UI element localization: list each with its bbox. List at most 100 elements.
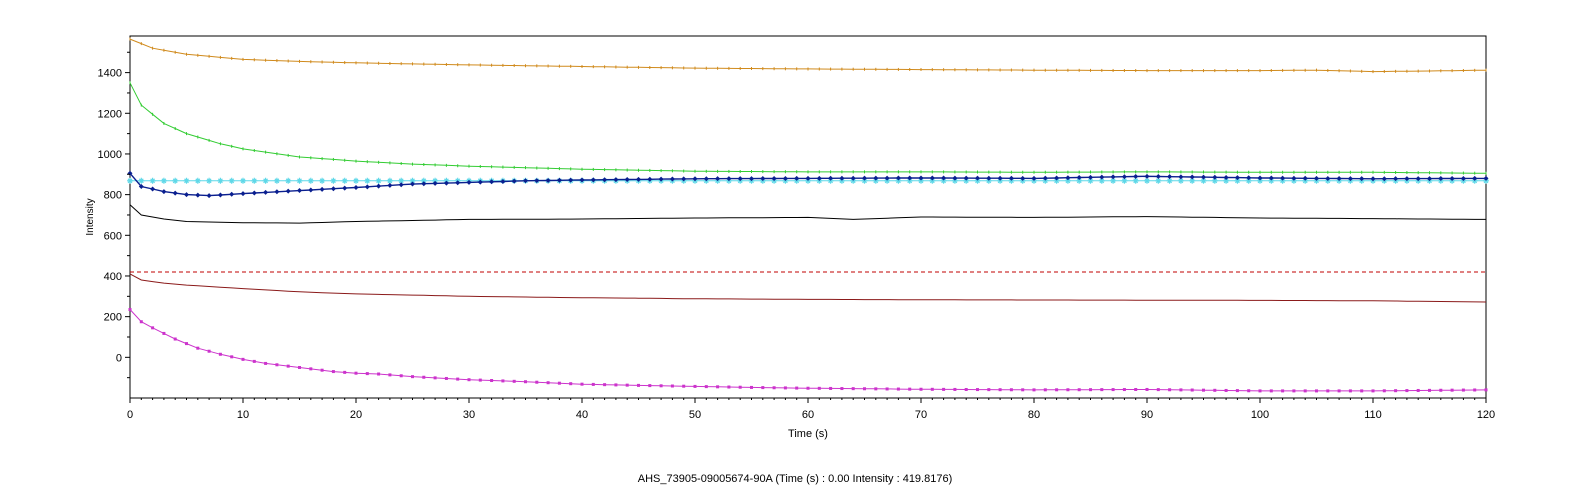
data-point: [760, 176, 766, 182]
x-tick-label: 50: [689, 409, 701, 421]
data-point: [342, 185, 348, 191]
data-point: [330, 186, 336, 192]
data-point: [138, 177, 145, 184]
data-point: [341, 177, 348, 184]
data-point: [1144, 173, 1150, 179]
data-point: [1473, 388, 1477, 392]
data-point: [1279, 177, 1286, 184]
data-point: [885, 387, 889, 391]
data-point: [805, 175, 811, 181]
data-point: [298, 365, 301, 369]
data-point: [1315, 389, 1318, 393]
data-point: [387, 182, 393, 188]
data-point: [1212, 174, 1218, 180]
data-point: [1405, 389, 1409, 393]
data-point: [1268, 177, 1275, 184]
data-point: [1280, 175, 1286, 181]
data-point: [1235, 389, 1239, 393]
data-point: [523, 178, 528, 184]
data-point: [716, 385, 720, 389]
data-point: [353, 185, 359, 191]
data-point: [1326, 389, 1330, 393]
data-point: [827, 177, 834, 184]
data-point: [1178, 174, 1184, 180]
data-point: [422, 375, 426, 379]
data-point: [692, 176, 698, 182]
data-point: [850, 175, 856, 181]
data-point: [884, 175, 890, 181]
data-point: [795, 386, 799, 390]
x-tick-label: 0: [127, 409, 133, 421]
series-7: [129, 273, 1487, 303]
data-point: [964, 387, 968, 391]
data-point: [409, 177, 416, 184]
data-point: [1281, 389, 1285, 393]
data-point: [217, 192, 223, 198]
data-point: [1404, 176, 1410, 182]
data-point: [149, 177, 156, 184]
data-point: [1144, 177, 1150, 184]
data-point: [512, 379, 516, 383]
data-point: [1088, 174, 1093, 180]
data-point: [1168, 388, 1172, 392]
data-point: [1189, 177, 1196, 184]
data-point: [1100, 388, 1104, 392]
data-point: [432, 180, 438, 186]
data-point: [952, 175, 958, 181]
data-point: [1461, 388, 1465, 392]
data-point: [217, 177, 224, 184]
y-tick-label: 1400: [98, 68, 122, 80]
data-point: [1053, 177, 1060, 184]
y-tick-label: 400: [104, 271, 122, 283]
data-point: [906, 177, 913, 184]
data-point: [207, 349, 211, 353]
data-point: [206, 177, 213, 184]
data-point: [432, 177, 439, 184]
data-point: [976, 388, 979, 392]
data-point: [579, 177, 585, 183]
data-point: [127, 177, 133, 184]
data-point: [388, 373, 392, 377]
data-point: [1202, 388, 1205, 392]
data-point: [580, 382, 584, 386]
data-point: [330, 177, 337, 184]
data-point: [365, 372, 369, 376]
data-point: [986, 175, 992, 181]
data-point: [455, 180, 461, 186]
y-axis-label: Intensity: [85, 198, 96, 235]
data-point: [1246, 175, 1252, 181]
y-tick-label: 1000: [98, 149, 122, 161]
data-point: [1032, 388, 1036, 392]
data-point: [1167, 174, 1173, 180]
data-point: [319, 177, 326, 184]
data-point: [151, 326, 155, 330]
data-point: [850, 177, 857, 184]
data-point: [1303, 389, 1307, 393]
data-point: [1348, 389, 1352, 393]
data-point: [659, 384, 663, 388]
data-point: [772, 386, 776, 390]
data-point: [951, 177, 958, 184]
data-point: [637, 383, 640, 387]
data-point: [545, 177, 551, 183]
data-point: [343, 370, 347, 374]
data-point: [1439, 388, 1443, 392]
data-point: [128, 308, 132, 312]
data-point: [443, 180, 449, 186]
data-point: [229, 191, 235, 197]
data-point: [1336, 176, 1342, 182]
data-point: [456, 377, 460, 381]
data-point: [602, 177, 608, 183]
data-point: [1122, 388, 1126, 392]
data-point: [1224, 388, 1228, 392]
x-tick-label: 100: [1251, 409, 1269, 421]
data-point: [1234, 175, 1240, 181]
data-point: [907, 175, 913, 181]
data-point: [185, 342, 188, 346]
data-point: [669, 176, 675, 182]
data-point: [386, 177, 393, 184]
data-point: [1428, 388, 1431, 392]
data-point: [1234, 177, 1241, 184]
data-point: [1247, 389, 1251, 393]
data-point: [624, 176, 630, 182]
